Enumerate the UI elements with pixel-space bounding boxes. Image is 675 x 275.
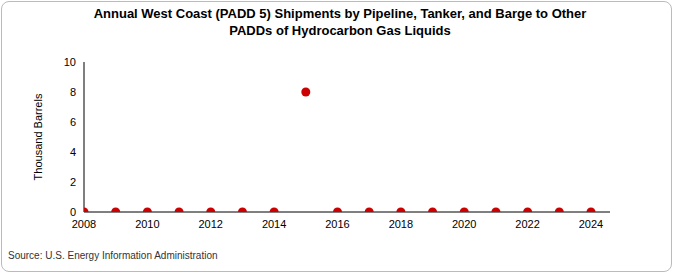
svg-text:8: 8 <box>70 86 76 98</box>
svg-text:6: 6 <box>70 116 76 128</box>
svg-text:2014: 2014 <box>262 218 286 230</box>
svg-text:Thousand Barrels: Thousand Barrels <box>32 93 44 180</box>
svg-text:2016: 2016 <box>325 218 349 230</box>
html-text:Annual West Coast (PADD 5) Shi: Annual West Coast (PADD 5) Shipments by … <box>93 6 587 38</box>
svg-text:2: 2 <box>70 176 76 188</box>
svg-text:2024: 2024 <box>579 218 603 230</box>
svg-text:2012: 2012 <box>199 218 223 230</box>
html-text:Source: U.S. Energy Informatio: Source: U.S. Energy Information Administ… <box>8 250 218 261</box>
svg-text:2022: 2022 <box>515 218 539 230</box>
svg-text:2010: 2010 <box>135 218 159 230</box>
svg-text:2018: 2018 <box>389 218 413 230</box>
svg-text:0: 0 <box>70 206 76 218</box>
svg-text:4: 4 <box>70 146 76 158</box>
svg-text:10: 10 <box>64 56 76 68</box>
svg-text:2020: 2020 <box>452 218 476 230</box>
svg-text:2008: 2008 <box>72 218 96 230</box>
